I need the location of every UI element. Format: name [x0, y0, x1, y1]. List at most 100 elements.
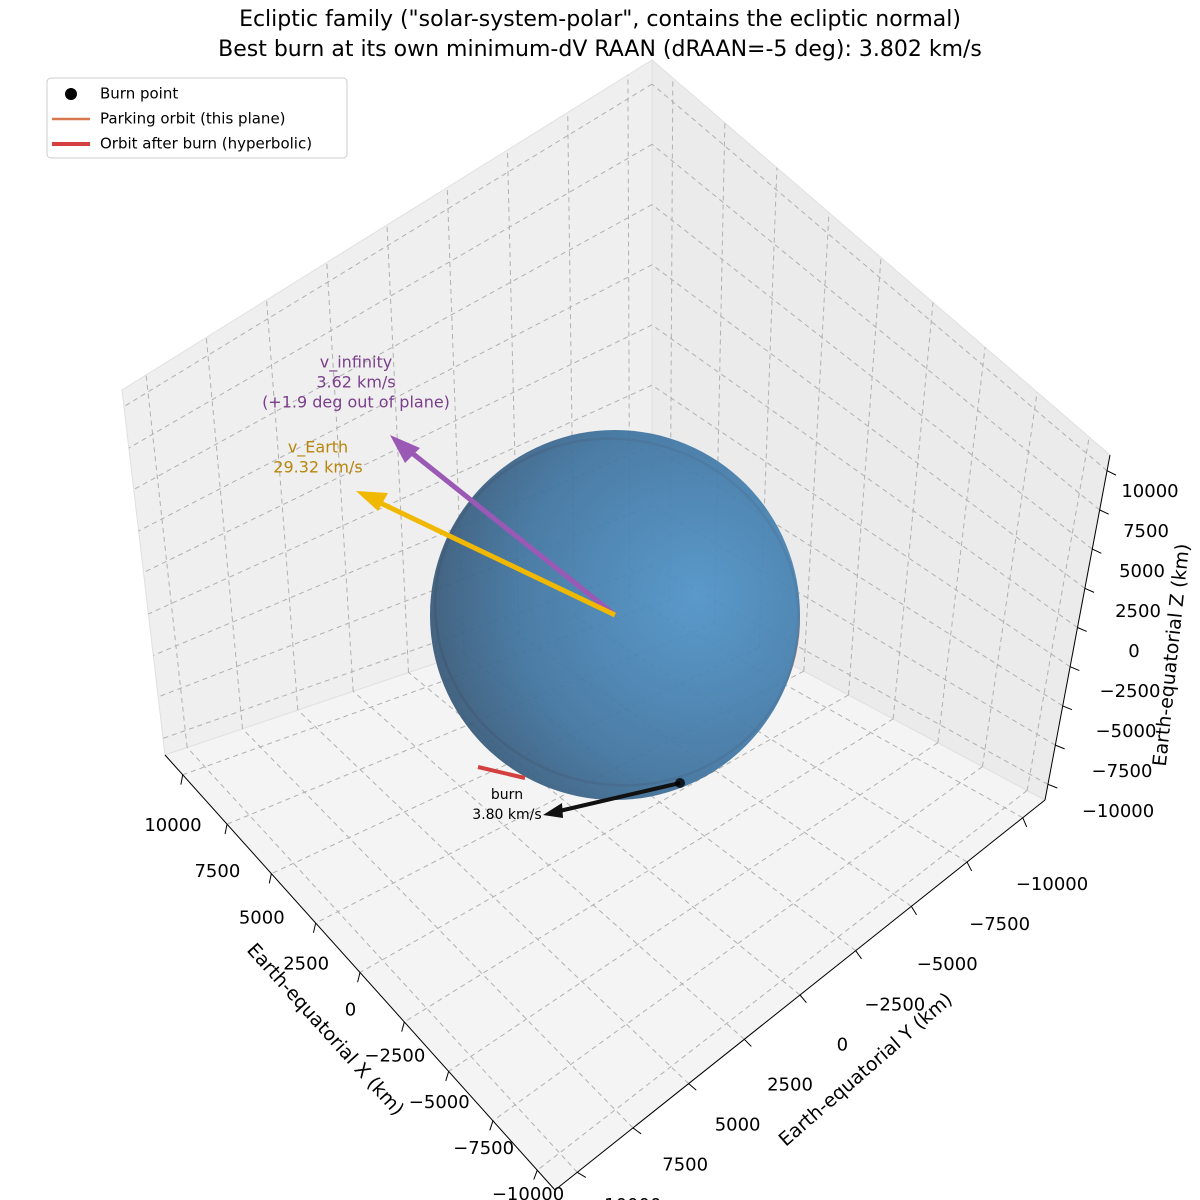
- chart-title: Ecliptic family ("solar-system-polar", c…: [239, 7, 961, 32]
- grid-line: [651, 565, 1049, 785]
- x-tick-label: −7500: [453, 1138, 514, 1159]
- y-tick-label: −7500: [969, 914, 1030, 935]
- y-tick-label: 10000: [604, 1195, 661, 1200]
- y-tick-label: 5000: [715, 1115, 761, 1136]
- grid-line: [803, 212, 830, 672]
- tick-mark: [224, 824, 228, 835]
- grid-line: [123, 83, 653, 408]
- legend-marker: [65, 88, 77, 100]
- tick-mark: [445, 1071, 450, 1082]
- grid-line: [148, 384, 653, 615]
- orbit-after-burn: [477, 765, 526, 780]
- y-tick-label: 0: [837, 1034, 848, 1055]
- grid-line: [937, 347, 986, 743]
- grid-line: [242, 728, 634, 1129]
- tick-mark: [577, 1171, 587, 1178]
- tick-mark: [401, 1021, 405, 1032]
- tick-mark: [1077, 627, 1087, 632]
- grid-line: [651, 264, 1086, 589]
- grid-line: [627, 74, 631, 598]
- legend-label: Parking orbit (this plane): [100, 110, 286, 128]
- x-tick-label: 10000: [144, 815, 201, 836]
- z-tick-label: 2500: [1115, 601, 1161, 622]
- y-tick-label: 2500: [767, 1075, 813, 1096]
- annotation: burn: [491, 787, 523, 803]
- tick-mark: [533, 1170, 538, 1180]
- v-infinity-arrow: [400, 443, 617, 617]
- z-tick-label: −7500: [1092, 761, 1153, 782]
- grid-line: [404, 718, 894, 1023]
- tick-mark: [1106, 470, 1117, 476]
- grid-line: [352, 690, 745, 1040]
- y-tick-label: 7500: [662, 1155, 708, 1176]
- tick-mark: [180, 774, 184, 785]
- grid-line: [386, 224, 409, 673]
- grid-line: [266, 299, 299, 711]
- tick-mark: [489, 1120, 494, 1131]
- tick-mark: [688, 1083, 697, 1091]
- grid-line: [536, 790, 1028, 1171]
- annotation: 3.62 km/s: [316, 373, 395, 392]
- x-tick-label: −5000: [409, 1092, 470, 1113]
- annotation: v_infinity: [320, 353, 392, 373]
- z-tick-label: −2500: [1100, 681, 1161, 702]
- tick-mark: [1084, 587, 1095, 593]
- grid-line: [669, 77, 674, 600]
- tick-mark: [268, 873, 272, 884]
- grid-line: [651, 204, 1093, 550]
- y-tick-label: −10000: [1016, 874, 1088, 895]
- z-tick-label: −10000: [1082, 801, 1154, 822]
- x-tick-label: −10000: [492, 1184, 564, 1200]
- grid-line: [1026, 436, 1090, 791]
- grid-line: [758, 167, 778, 648]
- grid-line: [629, 597, 1023, 819]
- annotation: v_Earth: [288, 438, 348, 458]
- grid-line: [651, 143, 1100, 511]
- annotation: 29.32 km/s: [273, 458, 362, 477]
- tick-mark: [1055, 744, 1065, 750]
- burn-arrow-head: [543, 803, 563, 818]
- legend-box: [46, 77, 348, 159]
- x-tick-label: 2500: [283, 953, 329, 974]
- v-infinity-head: [390, 435, 420, 463]
- tick-mark: [855, 950, 862, 960]
- tick-mark: [1099, 509, 1109, 515]
- z-tick-label: 0: [1128, 641, 1139, 662]
- grid-line: [651, 384, 1071, 668]
- grid-line: [492, 766, 983, 1122]
- z-tick-label: −5000: [1096, 721, 1157, 742]
- y-tick-label: −2500: [864, 994, 925, 1015]
- burn-arrow: [554, 781, 681, 814]
- grid-line: [651, 324, 1078, 628]
- scene: [356, 430, 800, 818]
- tick-mark: [632, 1127, 642, 1135]
- v-earth-head: [356, 491, 388, 511]
- grid-line: [186, 747, 578, 1173]
- tick-mark: [799, 994, 807, 1003]
- tick-mark: [1092, 548, 1102, 554]
- x-tick-label: 7500: [194, 861, 240, 882]
- tick-mark: [743, 1038, 752, 1047]
- burn-point: [675, 778, 685, 788]
- tick-mark: [910, 906, 917, 916]
- legend-label: Burn point: [100, 85, 178, 103]
- annotation: 3.80 km/s: [472, 807, 541, 823]
- y-tick-label: −5000: [917, 954, 978, 975]
- grid-line: [408, 672, 801, 996]
- grid-line: [297, 709, 689, 1084]
- x-tick-label: 5000: [239, 907, 285, 928]
- z-tick-label: 10000: [1121, 481, 1178, 502]
- legend-label: Orbit after burn (hyperbolic): [100, 135, 312, 153]
- v-earth-arrow: [368, 495, 617, 618]
- annotation: (+1.9 deg out of plane): [262, 393, 450, 412]
- chart-title: Best burn at its own minimum-dV RAAN (dR…: [218, 37, 982, 62]
- tick-mark: [1062, 705, 1073, 711]
- grid-line: [138, 264, 653, 532]
- tick-mark: [357, 972, 361, 983]
- grid-line: [162, 565, 653, 739]
- tick-mark: [1047, 783, 1058, 789]
- tick-mark: [1022, 817, 1028, 828]
- legend: Burn point Parking orbit (this plane) Orbi…: [46, 77, 348, 159]
- tick-mark: [1069, 666, 1080, 672]
